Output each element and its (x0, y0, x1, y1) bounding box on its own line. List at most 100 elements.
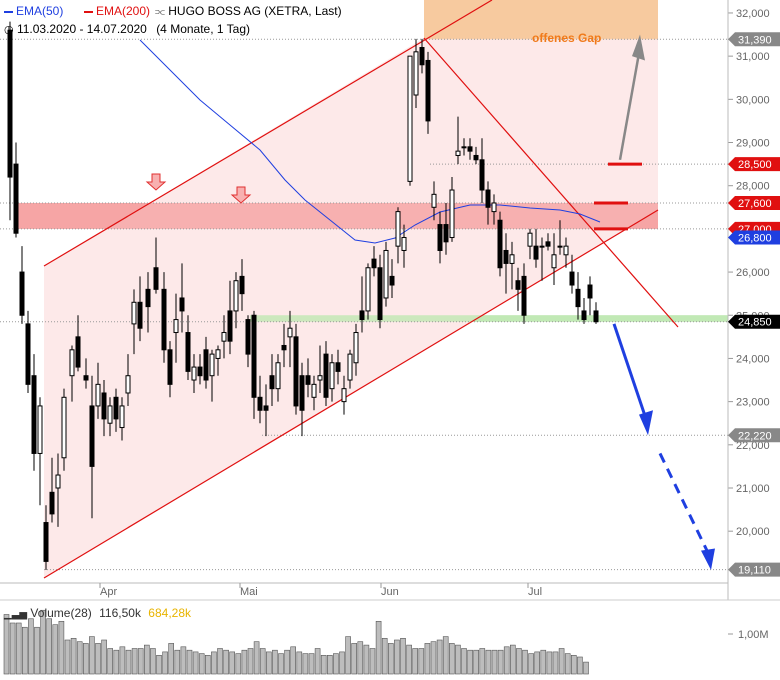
candle-body-2[interactable] (19, 271, 25, 316)
candle-body-80[interactable] (497, 219, 503, 269)
candle-body-4[interactable] (31, 375, 37, 454)
candle-body-52[interactable] (329, 362, 335, 390)
candle-body-95[interactable] (587, 284, 593, 299)
candle-body-57[interactable] (359, 310, 365, 321)
candle-body-82[interactable] (509, 254, 515, 264)
candle-body-96[interactable] (593, 310, 599, 323)
legend-ema200[interactable]: EMA(200) (84, 4, 150, 18)
candle-body-7[interactable] (49, 491, 55, 515)
candle-body-86[interactable] (533, 245, 539, 260)
candle-body-0[interactable] (7, 29, 13, 178)
candle-body-94[interactable] (581, 310, 587, 321)
candle-body-87[interactable] (539, 245, 545, 248)
candle-body-17[interactable] (113, 396, 119, 420)
candle-body-92[interactable] (569, 271, 575, 286)
candle-body-41[interactable] (263, 405, 269, 411)
candle-body-33[interactable] (215, 349, 221, 359)
candle-body-48[interactable] (305, 375, 311, 385)
candle-body-64[interactable] (401, 237, 407, 251)
candle-body-55[interactable] (347, 353, 353, 381)
candle-body-21[interactable] (137, 301, 143, 329)
candle-body-50[interactable] (317, 375, 323, 381)
candle-body-8[interactable] (55, 474, 61, 489)
candle-body-29[interactable] (191, 366, 197, 381)
candle-body-40[interactable] (257, 396, 263, 411)
candle-body-16[interactable] (107, 405, 113, 424)
candle-body-93[interactable] (575, 288, 581, 308)
candle-body-20[interactable] (131, 301, 137, 325)
candle-body-69[interactable] (431, 193, 437, 208)
candle-body-46[interactable] (293, 336, 299, 407)
candle-body-65[interactable] (407, 55, 413, 182)
candle-body-37[interactable] (239, 275, 245, 295)
candle-body-34[interactable] (221, 332, 227, 342)
candle-body-66[interactable] (413, 51, 419, 96)
candle-body-61[interactable] (383, 249, 389, 299)
candle-body-84[interactable] (521, 275, 527, 316)
candle-body-51[interactable] (323, 353, 329, 398)
candle-body-28[interactable] (185, 332, 191, 372)
candle-body-77[interactable] (479, 159, 485, 191)
candle-body-90[interactable] (557, 245, 563, 248)
candle-body-89[interactable] (551, 254, 557, 269)
candle-body-62[interactable] (389, 275, 395, 286)
candle-body-59[interactable] (371, 258, 377, 269)
candle-body-78[interactable] (485, 189, 491, 208)
candle-body-72[interactable] (449, 189, 455, 239)
candle-body-5[interactable] (37, 405, 43, 454)
candle-body-12[interactable] (83, 375, 89, 381)
candle-body-25[interactable] (167, 349, 173, 385)
candle-body-13[interactable] (89, 405, 95, 467)
candle-body-15[interactable] (101, 392, 107, 420)
candle-body-49[interactable] (311, 383, 317, 398)
candle-body-83[interactable] (515, 280, 521, 290)
candle-body-54[interactable] (341, 388, 347, 403)
candle-body-44[interactable] (281, 344, 287, 351)
candle-body-3[interactable] (25, 323, 31, 385)
candle-body-47[interactable] (299, 375, 305, 411)
candle-body-24[interactable] (161, 288, 167, 351)
candle-body-11[interactable] (75, 336, 81, 368)
candle-body-19[interactable] (125, 375, 131, 394)
candle-body-45[interactable] (287, 327, 293, 338)
candle-body-27[interactable] (179, 297, 185, 312)
candle-body-10[interactable] (69, 349, 75, 377)
candle-body-31[interactable] (203, 349, 209, 381)
candle-body-43[interactable] (275, 362, 281, 390)
candle-body-88[interactable] (545, 241, 551, 247)
chart-type-icon[interactable]: ⫗ (155, 6, 165, 18)
candle-body-58[interactable] (365, 267, 371, 312)
candle-body-56[interactable] (353, 332, 359, 364)
candle-body-42[interactable] (269, 375, 275, 390)
candle-body-71[interactable] (443, 224, 449, 243)
candle-body-75[interactable] (467, 146, 473, 152)
candle-body-91[interactable] (563, 245, 569, 256)
candle-body-70[interactable] (437, 224, 443, 251)
candle-body-30[interactable] (197, 366, 203, 377)
candle-body-23[interactable] (153, 267, 159, 290)
candle-body-79[interactable] (491, 202, 497, 213)
candle-body-73[interactable] (455, 150, 461, 156)
candle-body-76[interactable] (473, 154, 479, 161)
candle-body-53[interactable] (335, 362, 341, 372)
candle-body-74[interactable] (461, 146, 467, 149)
candle-body-85[interactable] (527, 232, 533, 247)
legend-ema50[interactable]: EMA(50) (4, 4, 63, 18)
candle-body-26[interactable] (173, 319, 179, 334)
candle-body-39[interactable] (251, 314, 257, 398)
candle-body-67[interactable] (419, 47, 425, 66)
candle-body-60[interactable] (377, 267, 383, 321)
candle-body-22[interactable] (145, 288, 151, 308)
candle-body-68[interactable] (425, 59, 431, 122)
candle-body-1[interactable] (13, 163, 19, 234)
candle-body-9[interactable] (61, 396, 67, 459)
candle-body-38[interactable] (245, 319, 251, 355)
candle-body-35[interactable] (227, 310, 233, 342)
candle-body-63[interactable] (395, 211, 401, 247)
candle-body-36[interactable] (233, 280, 239, 312)
candle-body-32[interactable] (209, 353, 215, 377)
candle-body-6[interactable] (43, 522, 49, 562)
candle-body-81[interactable] (503, 249, 509, 264)
candle-body-18[interactable] (119, 405, 125, 429)
candle-body-14[interactable] (95, 383, 101, 407)
